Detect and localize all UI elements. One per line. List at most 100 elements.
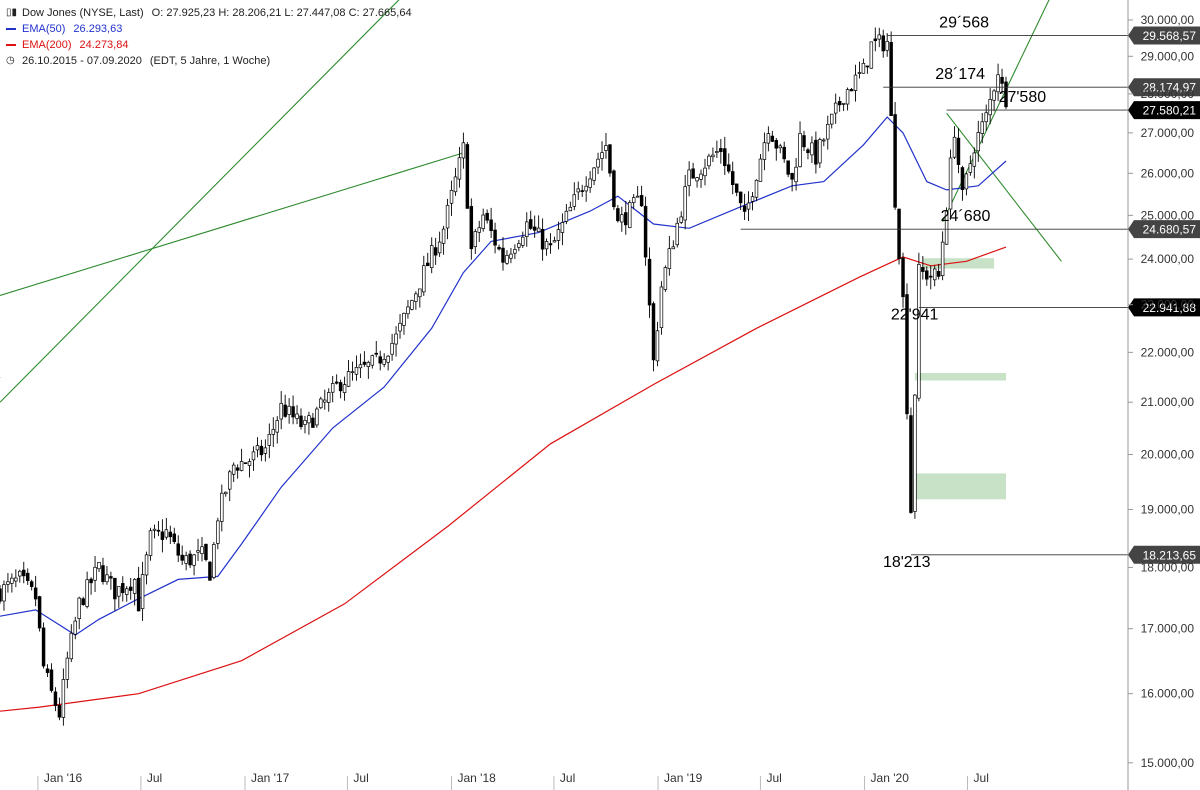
candle-body [224,491,228,495]
candle [651,301,656,372]
candle [517,239,521,252]
candle-body [394,333,398,345]
candle [113,577,117,611]
candle-body [65,657,70,680]
candle-body [113,577,117,600]
legend-ema200-row: EMA(200) 24.273,84 [6,37,412,53]
level-label: 29´568 [939,14,989,31]
x-tick-label: Jul [147,771,162,785]
candle [647,247,652,318]
level-tag-label: 27.580,21 [1143,104,1197,118]
candle-body [140,574,145,609]
candle-body [869,41,874,69]
legend-title-row: ▯▮ Dow Jones (NYSE, Last) O: 27.925,23 H… [6,5,412,21]
candle-body [521,236,525,246]
candle [65,651,70,689]
candle [976,120,981,162]
candle [330,375,335,403]
candle-body [576,188,580,193]
candle [156,520,161,537]
candle-body [552,240,557,243]
candle [180,545,184,565]
zone-layer [914,258,1006,500]
candle [287,398,291,424]
candle-body [311,417,315,428]
candle [913,394,917,519]
candle-body [940,241,945,277]
y-tick-label: 28.000,00 [1141,87,1195,101]
candle-body [909,415,913,513]
y-tick-label: 25.000,00 [1141,208,1195,222]
level-tag [1128,298,1200,317]
candle-body [445,204,450,229]
y-tick-label: 19.000,00 [1141,502,1195,516]
trend-line [946,112,1062,262]
candle [897,208,901,265]
candle [418,288,422,308]
candle [132,578,137,606]
candle-body [929,275,933,278]
candle [196,538,200,561]
candle [778,143,782,154]
candle [184,551,188,571]
candle [936,263,941,280]
level-layer: 29´568 29.568,57 28´174 28.174,97 27'580 27.5… [740,14,1200,571]
candle [980,113,984,144]
candle-body [972,152,977,167]
candle [810,136,814,164]
candle-body [996,74,1000,93]
candle-body [659,286,664,329]
candle [873,27,878,52]
chart-legend: ▯▮ Dow Jones (NYSE, Last) O: 27.925,23 H… [6,5,412,69]
candle-body [69,632,74,660]
candle [315,406,319,428]
candle-body [699,173,703,180]
candle [342,376,347,401]
candle [996,63,1000,101]
candle [251,446,256,471]
trend-line [0,152,464,296]
level-tag [1128,78,1200,97]
candle [386,354,390,371]
candle-body [338,382,343,392]
candle [707,153,711,170]
candle [200,537,204,562]
y-tick-label: 20.000,00 [1141,448,1195,462]
candle-body [45,668,50,673]
candle [968,155,973,176]
candle-body [750,196,755,202]
trend-line [0,0,400,403]
support-zone [922,258,995,269]
candle [972,147,977,179]
candle-body [528,219,533,229]
candle [192,553,196,576]
candle-body [620,214,624,223]
ema50-line [0,116,1007,636]
candle-body [774,140,779,149]
candle-body [295,413,299,419]
candle [6,572,10,593]
candle [687,161,691,197]
candle-body [532,226,537,231]
candle [239,448,244,472]
candle [231,462,236,483]
candle [370,354,375,369]
candle-body [798,133,802,168]
candle [826,115,830,150]
candle [53,687,58,712]
candle [374,341,378,358]
candle [220,484,224,532]
candle-body [608,144,612,174]
candle-body [814,139,818,165]
candle-body [794,166,798,183]
candle-body [865,65,870,68]
candle-body [18,570,22,577]
candle [849,88,854,92]
candle [227,469,232,502]
candle [188,550,192,568]
candle-body [53,691,58,706]
level-tag [1128,26,1200,45]
candle [22,561,26,584]
candle [1000,68,1004,94]
candle [525,212,529,247]
